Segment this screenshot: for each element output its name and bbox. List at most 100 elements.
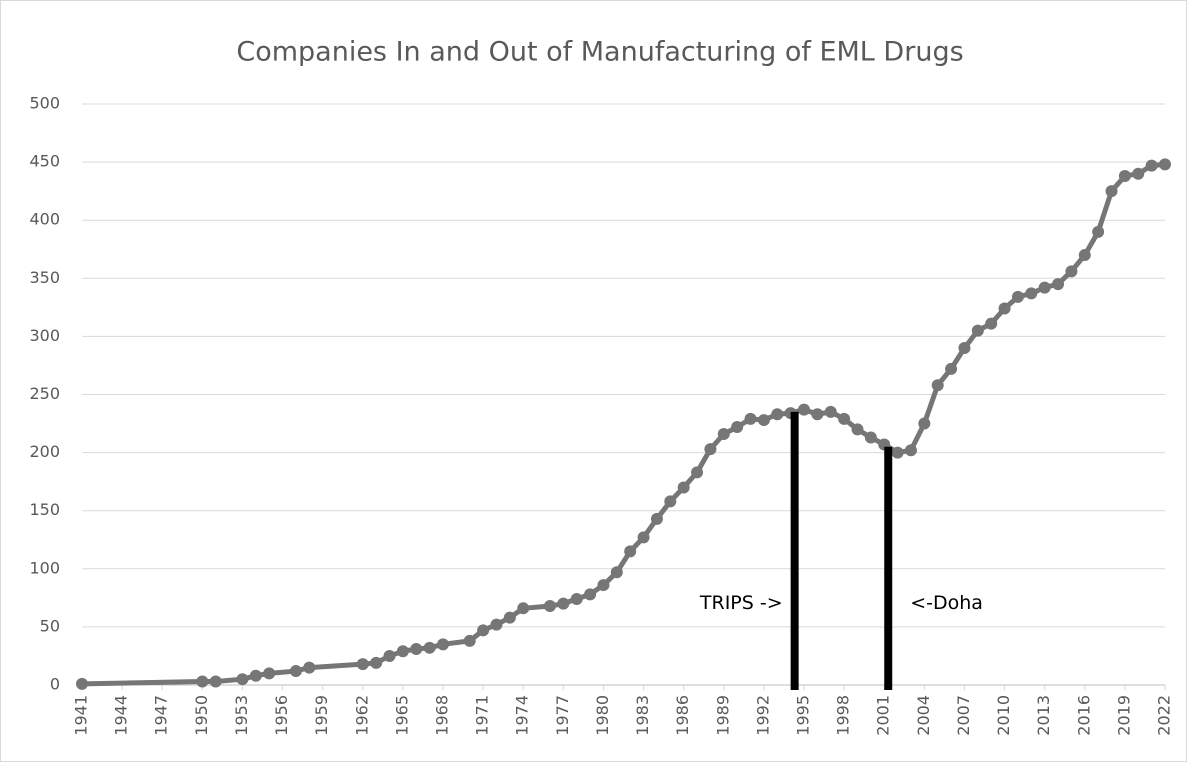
x-tick-label: 1971 [473, 695, 492, 736]
data-point [503, 611, 516, 624]
x-tick-label: 1941 [72, 695, 91, 736]
data-point [931, 379, 944, 392]
x-tick-label: 1998 [834, 695, 853, 736]
x-tick-label: 2001 [874, 695, 893, 736]
data-point [971, 324, 984, 337]
data-point [664, 495, 677, 508]
x-tick-label: 2019 [1114, 695, 1133, 736]
y-tick-label: 200 [29, 442, 60, 461]
data-point [704, 443, 717, 456]
data-point [731, 421, 744, 434]
data-point [303, 661, 316, 674]
data-point [771, 408, 784, 421]
data-point [851, 423, 864, 436]
y-tick-label: 350 [29, 268, 60, 287]
data-point [584, 588, 597, 601]
x-tick-label: 1974 [513, 695, 532, 736]
data-point [691, 466, 704, 479]
x-tick-label: 1986 [673, 695, 692, 736]
data-point [76, 677, 88, 690]
data-point [798, 403, 810, 416]
data-point [610, 566, 623, 579]
data-point [744, 412, 757, 425]
x-tick-label: 2022 [1155, 695, 1174, 736]
data-point [864, 431, 877, 444]
x-tick-label: 1962 [352, 695, 371, 736]
x-tick-label: 1980 [593, 695, 612, 736]
x-tick-label: 2013 [1034, 695, 1053, 736]
data-point [1038, 281, 1051, 294]
data-point [838, 412, 851, 425]
y-tick-label: 150 [29, 500, 60, 519]
x-tick-label: 1956 [272, 695, 291, 736]
data-point [249, 669, 262, 682]
data-point [477, 624, 490, 637]
y-tick-label: 0 [50, 675, 60, 694]
x-tick-label: 2007 [954, 695, 973, 736]
data-point [677, 481, 690, 494]
y-tick-label: 100 [29, 558, 60, 577]
data-point [958, 342, 971, 355]
data-point [757, 414, 770, 427]
x-tick-label: 1983 [633, 695, 652, 736]
x-tick-label: 1950 [192, 695, 211, 736]
data-point [396, 645, 409, 658]
annotation-text: TRIPS -> [699, 592, 783, 614]
data-point [557, 597, 570, 610]
data-point [463, 634, 476, 647]
data-point [209, 675, 222, 688]
y-tick-label: 400 [29, 210, 60, 229]
data-point [517, 602, 530, 615]
data-point [1159, 158, 1171, 171]
data-point [1025, 287, 1038, 300]
x-tick-label: 1995 [794, 695, 813, 736]
data-point [811, 408, 824, 421]
x-tick-label: 2016 [1074, 695, 1093, 736]
x-tick-label: 1989 [713, 695, 732, 736]
data-point [437, 638, 449, 651]
data-point [423, 641, 436, 654]
data-point [918, 417, 931, 430]
data-point [1105, 185, 1118, 198]
x-tick-label: 1947 [152, 695, 171, 736]
data-point [236, 673, 249, 686]
data-point [410, 642, 423, 655]
data-point [1052, 278, 1065, 291]
data-point [1092, 225, 1105, 238]
data-point [356, 658, 369, 671]
data-point [624, 545, 637, 558]
data-point [1132, 167, 1145, 180]
data-point [998, 302, 1011, 315]
data-point [1078, 249, 1091, 262]
data-point [945, 362, 958, 375]
data-point [650, 512, 663, 525]
annotation-text: <-Doha [910, 592, 983, 614]
x-tick-label: 1992 [753, 695, 772, 736]
y-tick-label: 250 [29, 384, 60, 403]
data-point [383, 649, 396, 662]
data-point [289, 665, 302, 678]
data-point [1145, 159, 1158, 172]
data-point [490, 618, 503, 631]
x-tick-label: 1959 [312, 695, 331, 736]
x-tick-label: 1965 [392, 695, 411, 736]
data-point [1118, 170, 1131, 183]
y-tick-label: 300 [29, 326, 60, 345]
y-tick-label: 50 [40, 616, 60, 635]
data-point [263, 667, 276, 680]
data-point [717, 428, 730, 441]
data-point [637, 531, 650, 544]
x-tick-label: 2004 [914, 695, 933, 736]
x-tick-label: 1968 [433, 695, 452, 736]
data-point [891, 446, 904, 459]
data-point [1065, 265, 1078, 278]
data-point [904, 444, 917, 457]
x-tick-label: 1953 [232, 695, 251, 736]
data-point [570, 593, 583, 606]
data-point [543, 599, 556, 612]
data-point [196, 675, 209, 688]
data-point [597, 579, 610, 592]
y-tick-label: 450 [29, 152, 60, 171]
